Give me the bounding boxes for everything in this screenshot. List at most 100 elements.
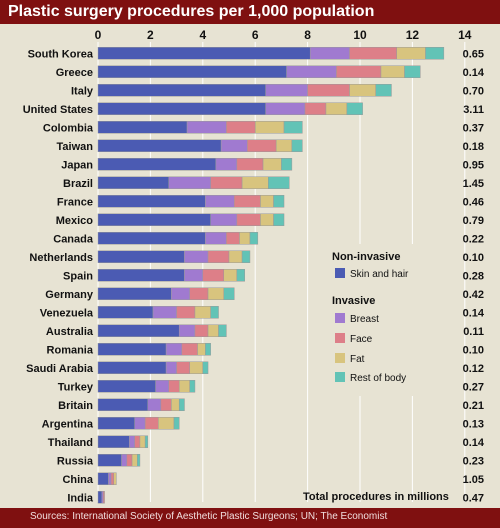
bar-segment <box>205 195 235 208</box>
total-labels: 0.65 0.14 0.70 3.11 0.37 0.18 0.95 1.45 0.46 0.79… <box>463 48 485 504</box>
category-label: Thailand <box>48 437 93 449</box>
bar-segment <box>202 269 225 282</box>
source-note: Sources: International Society of Aesthe… <box>30 511 388 522</box>
legend-swatch-fat <box>335 353 345 363</box>
bar-segment <box>97 176 169 189</box>
x-tick-label: 4 <box>199 28 206 42</box>
chart-area: 0 2 4 6 8 10 12 14 South Korea Greece Italy United… <box>23 28 485 506</box>
total-value: 0.79 <box>463 215 484 227</box>
bar-segment <box>171 398 180 411</box>
bar-segment <box>260 195 274 208</box>
bar-segment <box>304 102 327 115</box>
bar-segment <box>97 195 206 208</box>
legend-noninvasive-title: Non-invasive <box>332 251 400 263</box>
bar-segment <box>236 269 245 282</box>
total-value: 0.22 <box>463 233 484 245</box>
bar-segment <box>110 472 114 485</box>
x-tick-label: 8 <box>304 28 311 42</box>
bar-segment <box>184 269 204 282</box>
legend-label-breast: Breast <box>350 314 379 325</box>
bar-segment <box>286 65 337 78</box>
bar-segment <box>275 139 293 152</box>
total-value: 0.28 <box>463 270 484 282</box>
bar-segment <box>210 213 238 226</box>
bar-segment <box>268 176 290 189</box>
bar-segment <box>210 306 219 319</box>
bar-segment <box>97 435 130 448</box>
bar-segment <box>241 176 269 189</box>
bar-segment <box>218 324 227 337</box>
category-label: South Korea <box>28 48 94 60</box>
total-value: 1.05 <box>463 474 484 486</box>
bar-segment <box>165 361 177 374</box>
bar-segment <box>425 47 445 60</box>
bar-segment <box>184 250 209 263</box>
category-labels: South Korea Greece Italy United States Colom… <box>23 48 94 504</box>
category-label: France <box>57 196 93 208</box>
bar-segment <box>139 435 146 448</box>
bar-segment <box>97 491 103 504</box>
category-label: Taiwan <box>57 141 94 153</box>
bar-segment <box>186 121 227 134</box>
bar-segment <box>97 324 180 337</box>
legend-swatch-skin <box>335 268 345 278</box>
bar-segment <box>239 232 251 245</box>
bar-segment <box>97 343 167 356</box>
bar-segment <box>178 380 190 393</box>
chart-title: Plastic surgery procedures per 1,000 pop… <box>8 3 375 20</box>
bar-segment <box>144 435 149 448</box>
bar-segment <box>97 47 311 60</box>
bar-segment <box>241 250 251 263</box>
category-label: Mexico <box>56 215 94 227</box>
total-value: 0.46 <box>463 196 484 208</box>
bar-segment <box>181 343 198 356</box>
category-label: Brazil <box>63 178 93 190</box>
bar-segment <box>223 269 238 282</box>
bar-segment <box>205 232 227 245</box>
bar-segment <box>97 380 156 393</box>
bar-segment <box>155 380 169 393</box>
bar-segment <box>307 84 350 97</box>
bar-segment <box>160 398 172 411</box>
bar-segment <box>108 472 112 485</box>
x-tick-label: 12 <box>406 28 420 42</box>
category-label: Venezuela <box>40 307 94 319</box>
bar-segment <box>226 121 256 134</box>
legend-swatch-face <box>335 333 345 343</box>
category-label: Australia <box>46 326 94 338</box>
bar-segment <box>126 454 133 467</box>
bar-segment <box>97 269 185 282</box>
x-tick-label: 10 <box>353 28 367 42</box>
bar-segment <box>309 47 350 60</box>
bar-segment <box>207 250 230 263</box>
bar-segment <box>176 361 190 374</box>
total-value: 0.14 <box>463 307 485 319</box>
bar-segment <box>236 158 264 171</box>
bar-segment <box>178 324 196 337</box>
bar-segment <box>97 250 185 263</box>
bar-segment <box>375 84 392 97</box>
bar-segment <box>336 65 382 78</box>
bar-segment <box>215 158 238 171</box>
bar-segment <box>273 195 285 208</box>
bar-segment <box>202 361 209 374</box>
bar-segment <box>102 491 105 504</box>
bar-segment <box>129 435 135 448</box>
bar-segment <box>281 158 293 171</box>
x-tick-label: 6 <box>252 28 259 42</box>
category-label: Netherlands <box>29 252 93 264</box>
total-value: 0.47 <box>463 492 484 504</box>
total-value: 0.18 <box>463 141 484 153</box>
x-tick-label: 2 <box>147 28 154 42</box>
bar-segment <box>97 306 154 319</box>
legend-label-rest: Rest of body <box>350 373 406 384</box>
category-label: China <box>62 474 93 486</box>
bar-segment <box>173 417 180 430</box>
category-label: Canada <box>53 233 94 245</box>
bar-segment <box>380 65 405 78</box>
bar-segment <box>325 102 348 115</box>
total-value: 0.21 <box>463 400 484 412</box>
category-label: Turkey <box>58 381 94 393</box>
bar-segment <box>171 287 190 300</box>
bar-segment <box>137 454 141 467</box>
